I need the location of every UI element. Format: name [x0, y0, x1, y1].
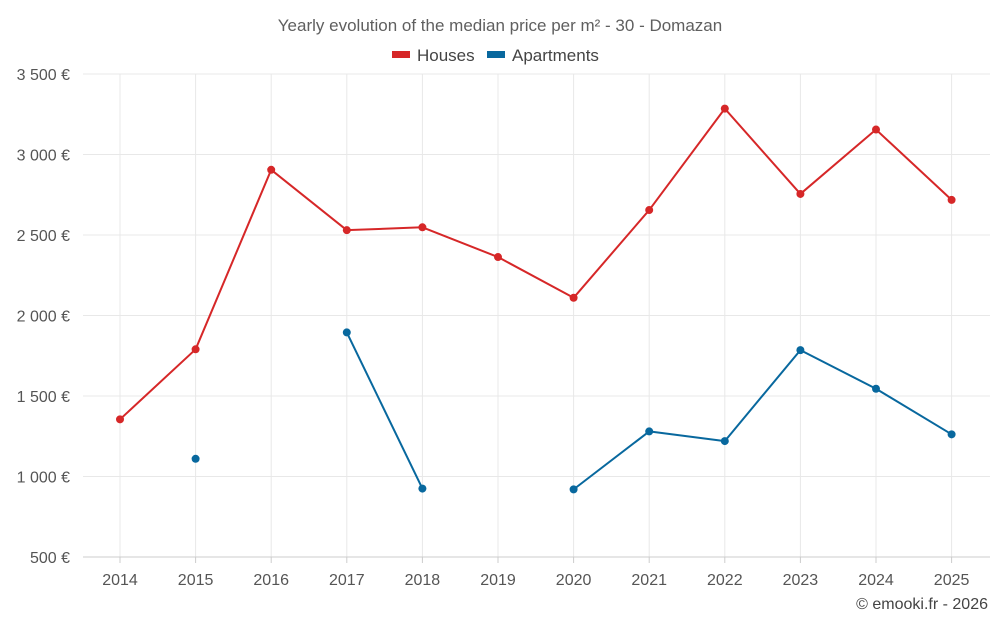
y-tick-label: 1 500 €: [17, 389, 70, 406]
data-point-houses-2022[interactable]: [720, 104, 729, 113]
y-tick-label: 2 000 €: [17, 309, 70, 326]
y-tick-label: 3 500 €: [17, 67, 70, 84]
data-point-apartments-2022[interactable]: [720, 437, 729, 446]
data-point-houses-2023[interactable]: [796, 189, 805, 198]
series-line-houses: [119, 107, 953, 421]
data-point-apartments-2017[interactable]: [342, 328, 351, 337]
data-point-apartments-2018[interactable]: [418, 484, 427, 493]
data-point-houses-2018[interactable]: [418, 223, 427, 232]
grid: [83, 73, 990, 557]
axes: 500 € 1 000 € 1 500 € 2 000 € 2 500 € 3 000 €…: [17, 67, 990, 589]
data-point-apartments-2024[interactable]: [872, 384, 880, 393]
y-tick-label: 1 000 €: [17, 470, 70, 487]
x-tick-label: 2025: [934, 572, 970, 589]
y-tick-label: 500 €: [30, 550, 70, 567]
series: [116, 104, 956, 494]
data-point-apartments-2023[interactable]: [796, 346, 805, 355]
legend-label-houses[interactable]: Houses: [417, 46, 475, 65]
x-tick-label: 2018: [405, 572, 441, 589]
data-point-houses-2016[interactable]: [267, 165, 276, 174]
data-point-houses-2019[interactable]: [494, 253, 502, 262]
x-tick-label: 2023: [783, 572, 819, 589]
data-point-apartments-2021[interactable]: [645, 427, 654, 436]
data-point-houses-2017[interactable]: [342, 226, 351, 235]
x-tick-label: 2019: [480, 572, 516, 589]
series-apartments: [191, 328, 956, 494]
legend: Houses Apartments: [392, 46, 599, 65]
data-point-houses-2015[interactable]: [191, 345, 200, 354]
series-line-apartments: [572, 349, 953, 491]
x-tick-label: 2015: [178, 572, 214, 589]
data-point-houses-2025[interactable]: [947, 195, 956, 204]
legend-swatch-houses[interactable]: [392, 51, 410, 58]
y-tick-label: 2 500 €: [17, 228, 70, 245]
x-tick-label: 2022: [707, 572, 743, 589]
data-point-houses-2014[interactable]: [116, 415, 124, 424]
x-tick-label: 2021: [631, 572, 667, 589]
legend-swatch-apartments[interactable]: [487, 51, 505, 58]
data-point-apartments-2015[interactable]: [191, 454, 200, 463]
x-tick-label: 2016: [253, 572, 289, 589]
x-tick-label: 2014: [102, 572, 138, 589]
series-line-apartments: [345, 331, 424, 490]
data-point-houses-2024[interactable]: [872, 125, 880, 134]
x-tick-label: 2024: [858, 572, 894, 589]
data-point-apartments-2025[interactable]: [947, 430, 956, 439]
data-point-apartments-2020[interactable]: [569, 485, 578, 494]
chart-title: Yearly evolution of the median price per…: [278, 16, 722, 35]
data-point-houses-2020[interactable]: [569, 293, 578, 302]
x-tick-label: 2020: [556, 572, 592, 589]
x-tick-label: 2017: [329, 572, 365, 589]
legend-label-apartments[interactable]: Apartments: [512, 46, 599, 65]
series-houses: [116, 104, 956, 424]
copyright-footer: © emooki.fr - 2026: [856, 596, 988, 613]
data-point-houses-2021[interactable]: [645, 206, 654, 215]
y-tick-label: 3 000 €: [17, 148, 70, 165]
